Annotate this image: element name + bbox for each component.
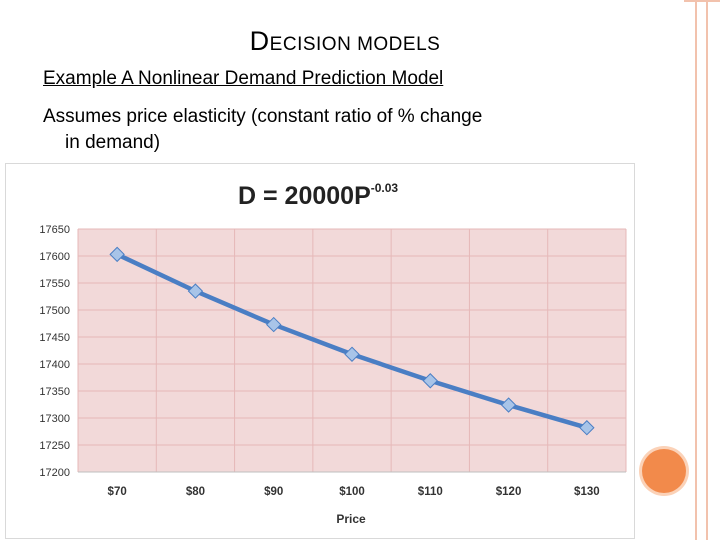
- y-tick-label: 17500: [39, 305, 70, 317]
- slide-body: Assumes price elasticity (constant ratio…: [43, 104, 643, 156]
- y-tick-label: 17350: [39, 386, 70, 398]
- slide-subtitle: Example A Nonlinear Demand Prediction Mo…: [43, 68, 444, 89]
- x-tick-label: $120: [496, 486, 522, 498]
- slide-border-right-inner: [695, 0, 697, 540]
- y-tick-label: 17200: [39, 467, 70, 479]
- x-tick-label: $130: [574, 486, 600, 498]
- slide-title-initial: D: [249, 26, 270, 56]
- data-point: [344, 346, 360, 362]
- decorative-circle: [642, 449, 686, 493]
- slide-border-right-outer: [706, 0, 708, 540]
- chart-container: D = 20000P-0.03 17650 17600 17550 17500 1745…: [5, 163, 635, 539]
- data-point: [579, 420, 595, 436]
- slide-title: DECISION MODELS: [0, 26, 690, 57]
- data-point: [187, 283, 204, 299]
- y-tick-label: 17600: [39, 251, 70, 263]
- slide-border-top: [684, 0, 720, 2]
- data-point: [500, 397, 517, 413]
- chart-title: D = 20000P: [238, 182, 371, 210]
- x-tick-label: $100: [339, 486, 365, 498]
- y-tick-label: 17650: [39, 224, 70, 236]
- x-tick-label: $110: [418, 486, 443, 498]
- body-line-1: Assumes price elasticity (constant ratio…: [43, 106, 483, 127]
- svg-text:D = 20000P-0.03: D = 20000P-0.03: [238, 181, 398, 210]
- demand-chart: D = 20000P-0.03 17650 17600 17550 17500 1745…: [39, 181, 627, 526]
- data-point: [422, 373, 438, 389]
- x-tick-label: $70: [108, 486, 127, 498]
- data-point: [109, 246, 125, 263]
- x-tick-label: $90: [264, 486, 283, 498]
- body-line-2: in demand): [65, 132, 161, 153]
- y-tick-label: 17300: [39, 413, 70, 425]
- y-tick-label: 17550: [39, 278, 70, 290]
- chart-title-exponent: -0.03: [371, 181, 399, 195]
- x-axis-label: Price: [336, 512, 366, 526]
- y-tick-label: 17400: [39, 359, 70, 371]
- y-tick-label: 17250: [39, 440, 70, 452]
- slide-title-rest: ECISION MODELS: [269, 34, 441, 55]
- data-point: [266, 316, 282, 333]
- y-tick-label: 17450: [39, 332, 70, 344]
- x-tick-label: $80: [186, 486, 205, 498]
